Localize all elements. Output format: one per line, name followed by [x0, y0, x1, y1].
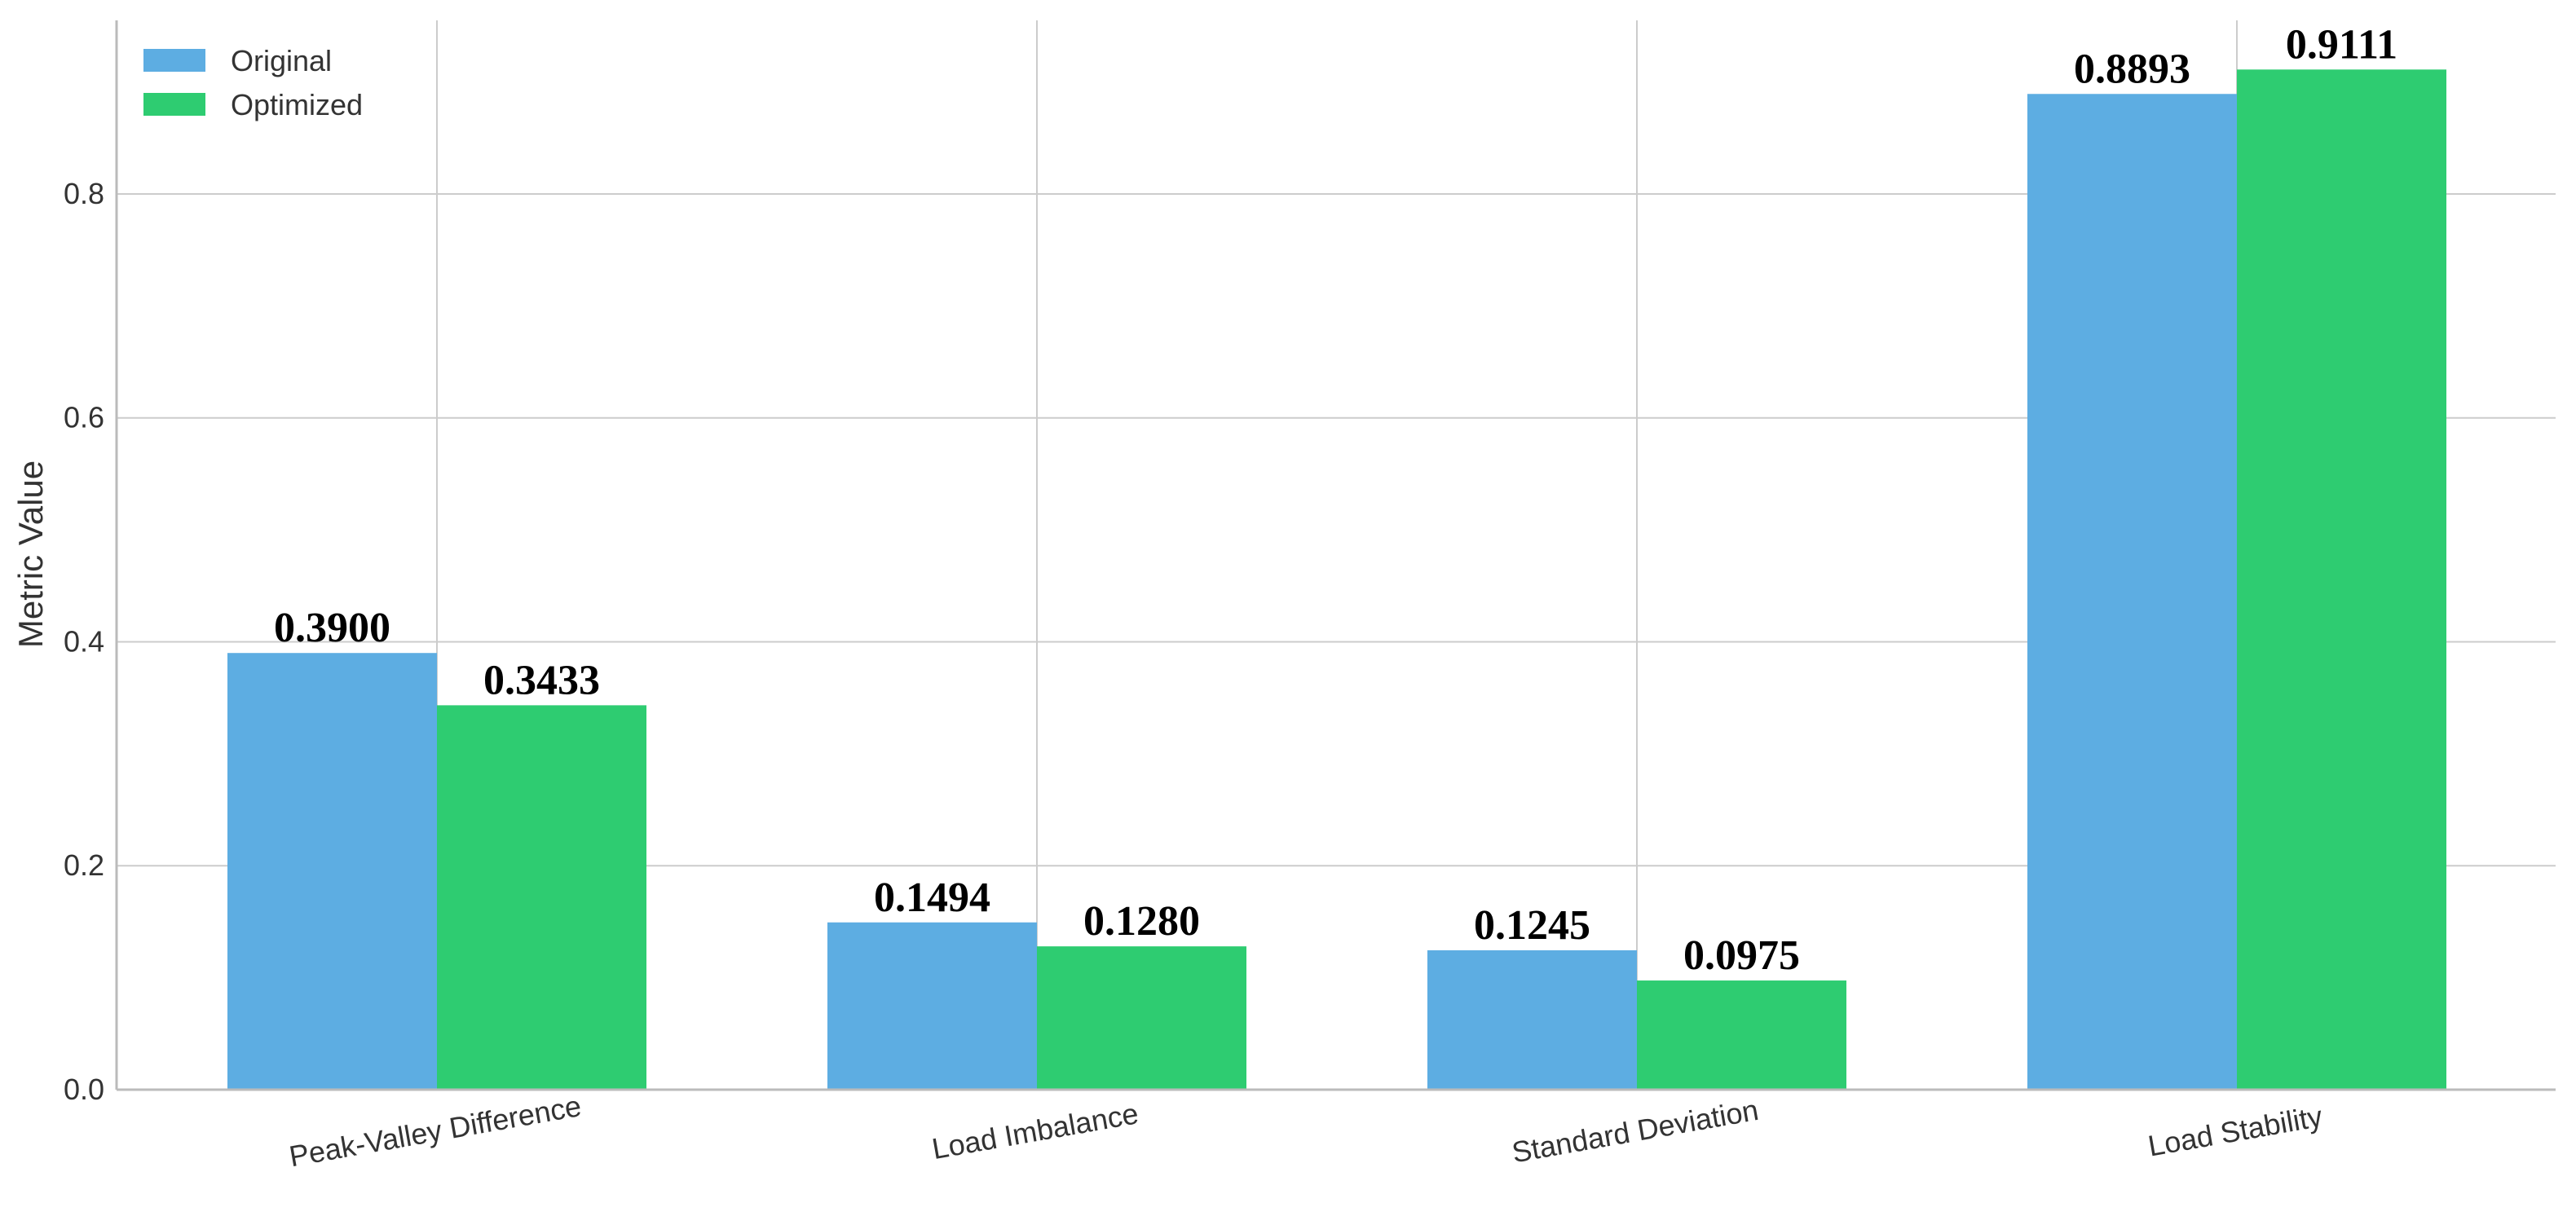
bar-optimized-0	[437, 705, 646, 1090]
x-category-label: Load Imbalance	[929, 1096, 1140, 1165]
x-category-label: Standard Deviation	[1509, 1093, 1761, 1170]
y-tick-label: 0.4	[64, 624, 104, 658]
bar-value-label: 0.3900	[274, 605, 390, 651]
bar-value-label: 0.1494	[874, 875, 990, 921]
legend-label-original: Original	[231, 44, 332, 77]
axes	[115, 20, 2556, 1091]
legend: Original Optimized	[143, 44, 363, 121]
y-tick-label: 0.0	[64, 1073, 104, 1106]
y-axis-title: Metric Value	[11, 460, 50, 648]
y-tick-label: 0.2	[64, 848, 104, 882]
y-tick-label: 0.8	[64, 177, 104, 210]
bar-optimized-3	[2237, 69, 2446, 1090]
bar-value-label: 0.3433	[483, 657, 600, 703]
bar-value-label: 0.1245	[1474, 902, 1590, 949]
legend-swatch-optimized	[143, 93, 205, 116]
bar-value-label: 0.9111	[2286, 21, 2397, 68]
bar-value-label: 0.1280	[1083, 898, 1200, 945]
y-tick-label: 0.6	[64, 401, 104, 434]
x-category-label: Peak-Valley Difference	[287, 1089, 584, 1173]
legend-label-optimized: Optimized	[231, 88, 363, 121]
bar-original-1	[827, 922, 1037, 1090]
bar-optimized-2	[1637, 980, 1846, 1090]
bar-original-0	[227, 653, 437, 1090]
bars	[227, 69, 2446, 1090]
bar-value-label: 0.0975	[1683, 932, 1800, 979]
bar-value-label: 0.8893	[2074, 46, 2190, 92]
bar-optimized-1	[1037, 946, 1246, 1090]
bar-original-3	[2027, 94, 2237, 1090]
x-category-label: Load Stability	[2146, 1099, 2325, 1163]
legend-swatch-original	[143, 49, 205, 72]
bar-original-2	[1427, 949, 1637, 1090]
